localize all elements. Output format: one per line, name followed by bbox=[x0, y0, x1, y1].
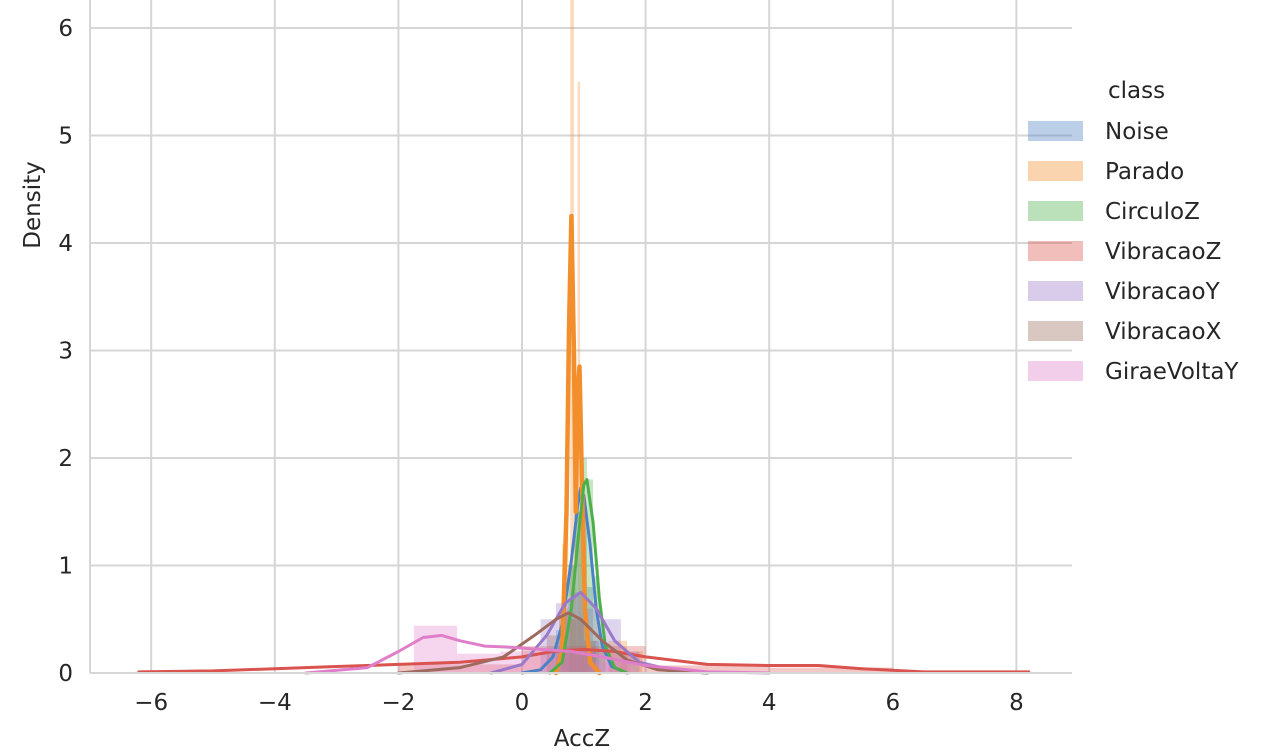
bar-Noise-2 bbox=[568, 565, 575, 673]
legend: class Noise Parado CirculoZ VibracaoZ Vibrac… bbox=[1028, 78, 1239, 385]
legend-swatch-Parado bbox=[1028, 161, 1083, 181]
legend-swatch-VibracaoZ bbox=[1028, 241, 1083, 261]
tick-labels: −6 −4 −2 0 2 4 6 8 0 1 2 3 4 5 6 bbox=[58, 16, 1023, 716]
bar-Parado-6 bbox=[583, 608, 587, 673]
legend-title: class bbox=[1108, 78, 1165, 104]
legend-swatch-CirculoZ bbox=[1028, 201, 1083, 221]
legend-label-Parado: Parado bbox=[1105, 159, 1184, 185]
y-axis-label: Density bbox=[20, 161, 46, 248]
legend-swatch-GiraeVoltaY bbox=[1028, 361, 1083, 381]
legend-swatch-Noise bbox=[1028, 121, 1083, 141]
y-tick-label-1: 1 bbox=[58, 554, 73, 580]
y-tick-label-5: 5 bbox=[58, 124, 73, 150]
bar-VibracaoX-2 bbox=[571, 619, 584, 673]
x-tick-label-3: 0 bbox=[515, 690, 530, 716]
y-tick-label-4: 4 bbox=[58, 231, 73, 257]
legend-label-CirculoZ: CirculoZ bbox=[1105, 199, 1200, 225]
x-tick-label-4: 2 bbox=[638, 690, 653, 716]
kde-CirculoZ bbox=[548, 478, 629, 675]
y-tick-label-0: 0 bbox=[58, 661, 73, 687]
y-tick-label-2: 2 bbox=[58, 446, 73, 472]
bar-VibracaoZ-3 bbox=[769, 667, 893, 673]
bar-VibracaoZ-2 bbox=[645, 665, 770, 673]
bar-CirculoZ-1 bbox=[574, 511, 581, 673]
kde-GiraeVoltaY bbox=[304, 633, 771, 675]
legend-label-VibracaoY: VibracaoY bbox=[1105, 279, 1221, 305]
x-axis-label: AccZ bbox=[554, 726, 610, 752]
x-tick-label-0: −6 bbox=[134, 690, 168, 716]
legend-label-Noise: Noise bbox=[1105, 119, 1169, 145]
bar-CirculoZ-4 bbox=[593, 576, 600, 673]
x-tick-label-5: 4 bbox=[762, 690, 777, 716]
bar-CirculoZ-0 bbox=[568, 565, 575, 673]
x-tick-label-7: 8 bbox=[1009, 690, 1024, 716]
x-tick-label-6: 6 bbox=[885, 690, 900, 716]
bar-Parado-3 bbox=[573, 501, 577, 673]
y-tick-label-3: 3 bbox=[58, 339, 73, 365]
bar-CirculoZ-3 bbox=[586, 479, 594, 673]
x-tick-label-2: −2 bbox=[381, 690, 415, 716]
bar-GiraeVoltaY-4 bbox=[586, 662, 631, 673]
legend-label-VibracaoZ: VibracaoZ bbox=[1105, 239, 1221, 265]
bar-Parado-5 bbox=[580, 533, 584, 673]
legend-swatch-VibracaoX bbox=[1028, 321, 1083, 341]
legend-label-VibracaoX: VibracaoX bbox=[1105, 319, 1222, 345]
bar-GiraeVoltaY-0 bbox=[413, 625, 458, 673]
axes bbox=[89, 0, 1072, 674]
y-tick-label-6: 6 bbox=[58, 16, 73, 42]
legend-swatch-VibracaoY bbox=[1028, 281, 1083, 301]
kde-VibracaoZ bbox=[137, 647, 1031, 674]
kde-Parado bbox=[553, 213, 602, 676]
bar-Noise-3 bbox=[574, 511, 581, 673]
grid-lines bbox=[90, 0, 1072, 674]
legend-label-GiraeVoltaY: GiraeVoltaY bbox=[1105, 359, 1239, 385]
kde-curves bbox=[137, 213, 1031, 676]
x-tick-label-1: −4 bbox=[258, 690, 292, 716]
